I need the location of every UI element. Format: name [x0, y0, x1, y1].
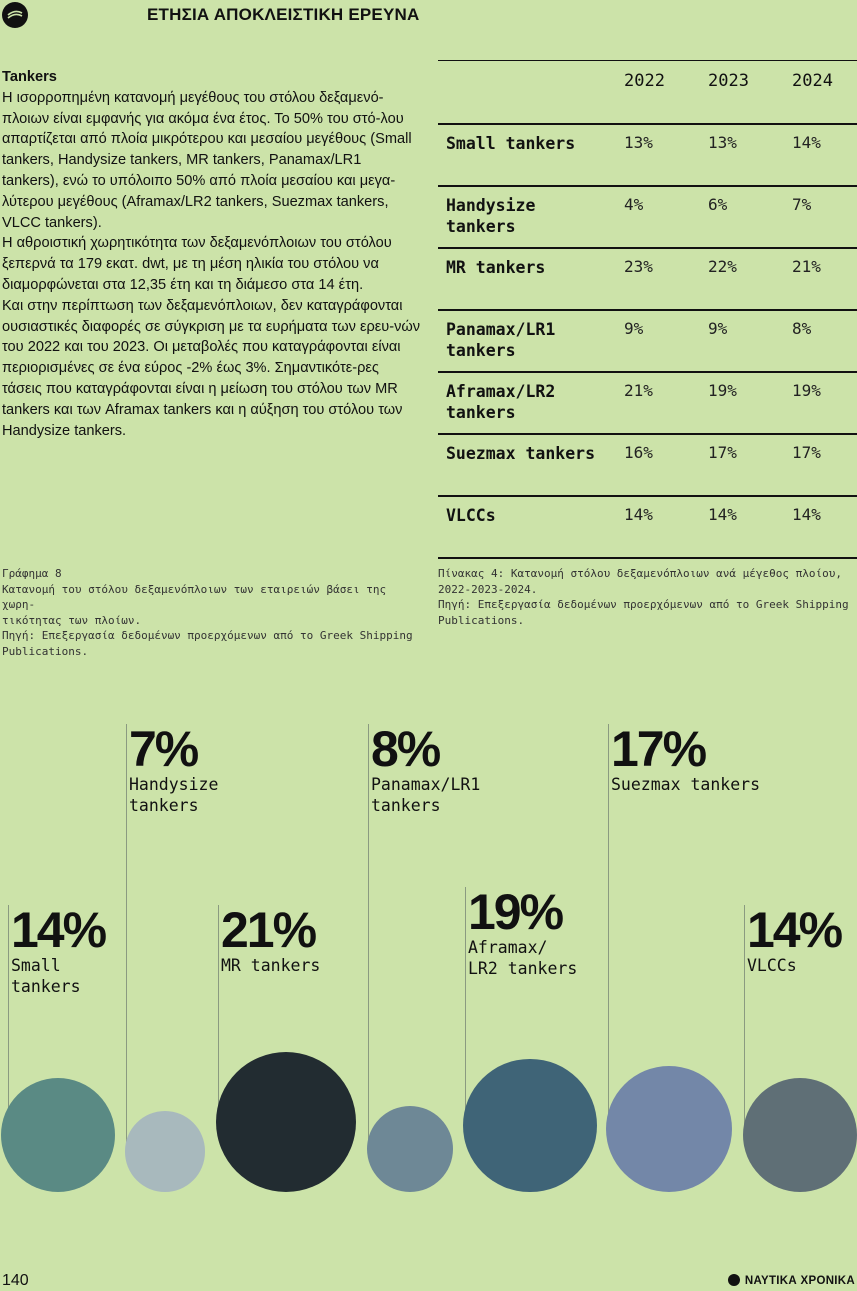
table-cell: 21% — [792, 257, 821, 276]
guide-line — [465, 887, 466, 1122]
table-row: MR tankers 23% 22% 21% — [438, 249, 857, 311]
guide-line — [126, 724, 127, 1148]
bubble — [216, 1052, 356, 1192]
table-cell: 7% — [792, 195, 812, 214]
table-row: Panamax/LR1 tankers 9% 9% 8% — [438, 311, 857, 373]
table-row: VLCCs 14% 14% 14% — [438, 497, 857, 559]
table-cell: 23% — [624, 257, 653, 276]
table-row: Aframax/LR2 tankers 21% 19% 19% — [438, 373, 857, 435]
caption-line: Πίνακας 4: Κατανομή στόλου δεξαμενόπλοιω… — [438, 567, 842, 596]
year-header: 2023 — [708, 71, 749, 91]
bubble-category-label: MR tankers — [221, 956, 321, 975]
table-cell: 4% — [624, 195, 644, 214]
row-label: Aframax/LR2 tankers — [446, 382, 556, 422]
bubble — [0, 1077, 116, 1192]
bubble-category-label: Small tankers — [11, 956, 81, 996]
bubble-value-label: 21% — [221, 902, 317, 958]
table-cell: 6% — [708, 195, 728, 214]
bubble — [366, 1105, 454, 1192]
table-caption: Πίνακας 4: Κατανομή στόλου δεξαμενόπλοιω… — [438, 566, 857, 628]
chart-caption: Γράφημα 8 Κατανομή του στόλου δεξαμενόπλ… — [2, 566, 422, 660]
table-row: Suezmax tankers 16% 17% 17% — [438, 435, 857, 497]
table-cell: 14% — [708, 505, 737, 524]
table-cell: 22% — [708, 257, 737, 276]
bubble-value-label: 17% — [611, 721, 707, 777]
row-label: Panamax/LR1 tankers — [446, 320, 556, 360]
article-paragraph-1: Η ισορροπημένη κατανομή μεγέθους του στό… — [2, 89, 412, 231]
footer-brand-text: ΝΑΥΤΙΚΑ ΧΡΟΝΙΚΑ — [744, 1275, 855, 1287]
article-text: Tankers Η ισορροπημένη κατανομή μεγέθους… — [2, 67, 422, 441]
row-label: Handysize tankers — [446, 196, 536, 236]
brand-logo-icon — [2, 2, 28, 28]
article-heading: Tankers — [2, 69, 57, 85]
table-row: Handysize tankers 4% 6% 7% — [438, 187, 857, 249]
table-cell: 14% — [792, 133, 821, 152]
table-cell: 21% — [624, 381, 653, 400]
footer-brand: ΝΑΥΤΙΚΑ ΧΡΟΝΙΚΑ — [727, 1274, 855, 1287]
bubble-value-label: 7% — [129, 721, 199, 777]
row-label: VLCCs — [446, 506, 496, 525]
table-cell: 8% — [792, 319, 812, 338]
table-cell: 9% — [708, 319, 728, 338]
table-cell: 19% — [708, 381, 737, 400]
caption-line: Κατανομή του στόλου δεξαμενόπλοιων των ε… — [2, 582, 387, 627]
caption-line: Γράφημα 8 — [2, 567, 62, 580]
bubble — [463, 1058, 597, 1192]
year-header: 2024 — [792, 71, 833, 91]
row-label: Small tankers — [446, 134, 576, 153]
fleet-size-table: 2022 2023 2024 Small tankers 13% 13% 14% Han… — [438, 60, 857, 559]
bubble-value-label: 19% — [468, 884, 564, 940]
bubble-category-label: Aframax/ LR2 tankers — [468, 938, 578, 978]
year-header: 2022 — [624, 71, 665, 91]
table-cell: 13% — [624, 133, 653, 152]
guide-line — [368, 724, 369, 1145]
table-header: 2022 2023 2024 — [438, 61, 857, 125]
table-cell: 14% — [792, 505, 821, 524]
table-cell: 17% — [792, 443, 821, 462]
table-cell: 19% — [792, 381, 821, 400]
bubble-value-label: 14% — [747, 902, 843, 958]
caption-source: Πηγή: Επεξεργασία δεδομένων προερχόμενων… — [438, 598, 849, 627]
bubble — [606, 1066, 732, 1192]
guide-line — [8, 905, 9, 1131]
bubble — [742, 1077, 857, 1192]
guide-line — [608, 724, 609, 1126]
brand-logo-icon — [727, 1274, 740, 1286]
table-cell: 14% — [624, 505, 653, 524]
bubble — [124, 1111, 206, 1192]
table-cell: 9% — [624, 319, 644, 338]
bubble-category-label: Handysize tankers — [129, 775, 219, 815]
bubble-value-label: 14% — [11, 902, 107, 958]
caption-source: Πηγή: Επεξεργασία δεδομένων προερχόμενων… — [2, 629, 413, 658]
bubble-value-label: 8% — [371, 721, 441, 777]
table-cell: 17% — [708, 443, 737, 462]
table-cell: 13% — [708, 133, 737, 152]
row-label: Suezmax tankers — [446, 444, 596, 463]
bubble-category-label: Suezmax tankers — [611, 775, 761, 794]
table-row: Small tankers 13% 13% 14% — [438, 125, 857, 187]
section-title: ΕΤΗΣΙΑ ΑΠΟΚΛΕΙΣΤΙΚΗ ΕΡΕΥΝΑ — [147, 5, 420, 24]
guide-line — [744, 905, 745, 1131]
bubble-category-label: Panamax/LR1 tankers — [371, 775, 481, 815]
article-paragraph-3: Και στην περίπτωση των δεξαμενόπλοιων, δ… — [2, 297, 421, 439]
bubble-category-label: VLCCs — [747, 956, 797, 975]
row-label: MR tankers — [446, 258, 546, 277]
page-number: 140 — [2, 1272, 29, 1289]
table-cell: 16% — [624, 443, 653, 462]
guide-line — [218, 905, 219, 1118]
article-paragraph-2: Η αθροιστική χωρητικότητα των δεξαμενόπλ… — [2, 235, 392, 293]
